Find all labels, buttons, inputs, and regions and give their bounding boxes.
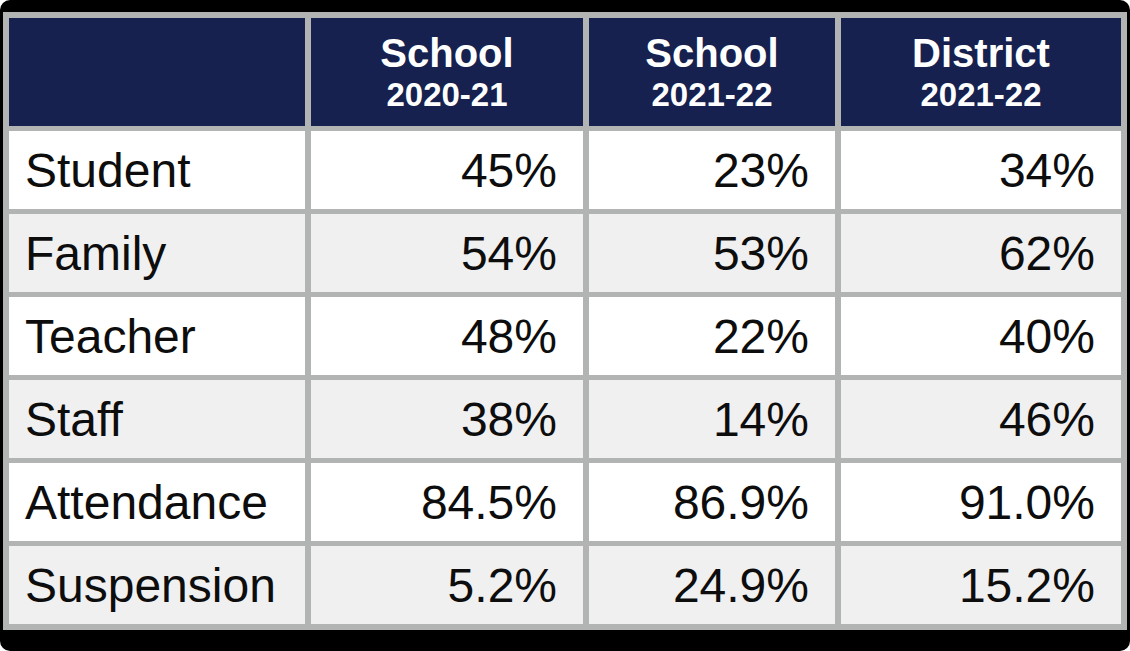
cell-student-district-2021-22: 34% bbox=[841, 131, 1121, 209]
row-label-attendance: Attendance bbox=[9, 463, 305, 541]
row-label-family: Family bbox=[9, 214, 305, 292]
row-label-staff: Staff bbox=[9, 380, 305, 458]
cell-attendance-school-2020-21: 84.5% bbox=[311, 463, 583, 541]
cell-student-school-2021-22: 23% bbox=[589, 131, 835, 209]
column-header-district-2021-22: District 2021-22 bbox=[841, 18, 1121, 126]
cell-family-district-2021-22: 62% bbox=[841, 214, 1121, 292]
column-header-title: District bbox=[912, 30, 1050, 76]
cell-suspension-district-2021-22: 15.2% bbox=[841, 546, 1121, 624]
row-label-student: Student bbox=[9, 131, 305, 209]
cell-student-school-2020-21: 45% bbox=[311, 131, 583, 209]
cell-teacher-district-2021-22: 40% bbox=[841, 297, 1121, 375]
row-label-suspension: Suspension bbox=[9, 546, 305, 624]
cell-staff-district-2021-22: 46% bbox=[841, 380, 1121, 458]
cell-staff-school-2021-22: 14% bbox=[589, 380, 835, 458]
column-header-subtitle: 2021-22 bbox=[651, 76, 772, 114]
cell-teacher-school-2020-21: 48% bbox=[311, 297, 583, 375]
cell-staff-school-2020-21: 38% bbox=[311, 380, 583, 458]
cell-suspension-school-2021-22: 24.9% bbox=[589, 546, 835, 624]
cell-family-school-2021-22: 53% bbox=[589, 214, 835, 292]
cell-family-school-2020-21: 54% bbox=[311, 214, 583, 292]
column-header-subtitle: 2020-21 bbox=[386, 76, 507, 114]
table-grid: School 2020-21 School 2021-22 District 2… bbox=[9, 18, 1121, 624]
column-header-title: School bbox=[380, 30, 513, 76]
data-table: School 2020-21 School 2021-22 District 2… bbox=[3, 12, 1127, 630]
column-header-title: School bbox=[645, 30, 778, 76]
column-header-school-2021-22: School 2021-22 bbox=[589, 18, 835, 126]
header-corner-cell bbox=[9, 18, 305, 126]
row-label-teacher: Teacher bbox=[9, 297, 305, 375]
cell-attendance-district-2021-22: 91.0% bbox=[841, 463, 1121, 541]
screenshot-frame: School 2020-21 School 2021-22 District 2… bbox=[0, 0, 1130, 651]
cell-attendance-school-2021-22: 86.9% bbox=[589, 463, 835, 541]
cell-teacher-school-2021-22: 22% bbox=[589, 297, 835, 375]
cell-suspension-school-2020-21: 5.2% bbox=[311, 546, 583, 624]
column-header-subtitle: 2021-22 bbox=[920, 76, 1041, 114]
column-header-school-2020-21: School 2020-21 bbox=[311, 18, 583, 126]
